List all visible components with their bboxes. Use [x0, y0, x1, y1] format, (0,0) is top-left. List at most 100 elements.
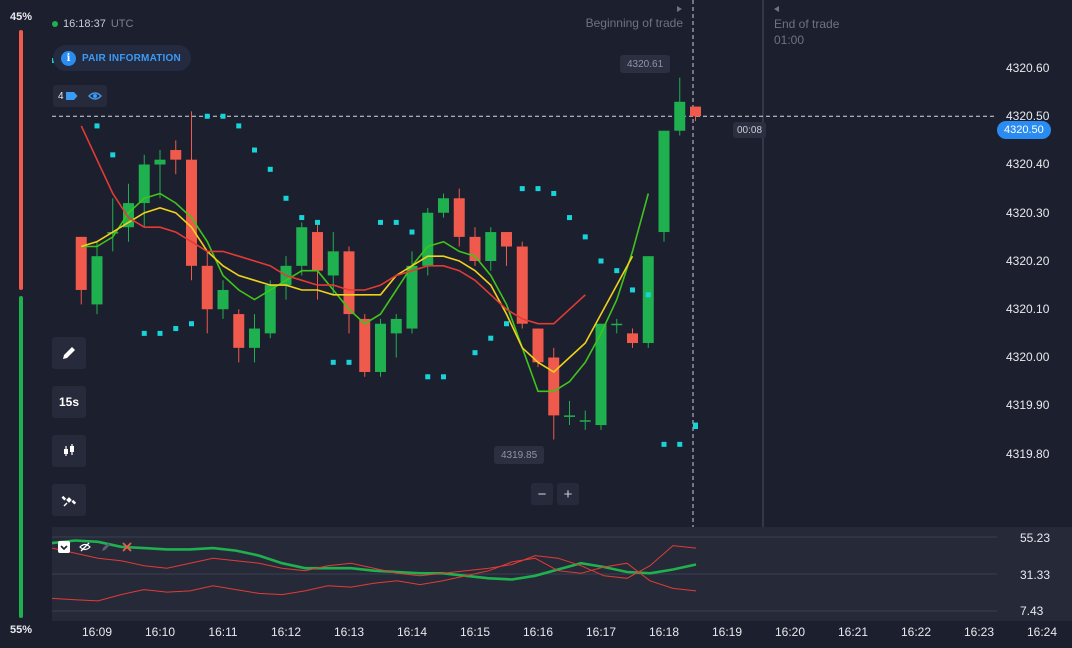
hide-icon[interactable] [78, 540, 91, 553]
candle-body [406, 265, 418, 329]
end-of-trade-time: 01:00 [774, 33, 805, 47]
sar-dot [204, 113, 210, 119]
candle-body [579, 420, 591, 422]
x-tick: 16:18 [648, 625, 680, 639]
candle-timer-tag: 00:08 [733, 122, 767, 138]
oscillator-line [51, 539, 697, 581]
candle-body [469, 236, 481, 261]
candle-body [138, 164, 150, 204]
candle-body [674, 101, 686, 131]
sar-dot [378, 219, 383, 225]
sar-dot [236, 123, 242, 129]
buy-percentage: 55% [10, 624, 33, 636]
x-tick: 16:17 [585, 625, 617, 639]
y-tick: 4319.80 [1006, 447, 1050, 461]
candle-body [516, 246, 528, 324]
sar-dot [409, 229, 415, 235]
zoom-out-button[interactable]: − [531, 483, 553, 505]
candle-body [501, 232, 512, 247]
beginning-of-trade-text: Beginning of trade [585, 16, 683, 30]
candle-body [595, 323, 607, 426]
pair-information-label: PAIR INFORMATION [82, 52, 181, 64]
sar-dot [441, 374, 446, 380]
oscillator-chart [51, 536, 997, 612]
sar-dot [677, 441, 683, 447]
candle-body [658, 130, 670, 233]
oscillator-tick: 7.43 [1020, 604, 1044, 618]
sar-dot [504, 321, 509, 327]
oscillator-line [51, 545, 697, 579]
moving-average-line [81, 192, 650, 393]
candle-body [249, 328, 260, 348]
indicators-chip[interactable]: 4 [53, 85, 107, 107]
candle-body [453, 198, 465, 237]
remove-icon[interactable] [120, 540, 133, 553]
moving-average-line [81, 207, 634, 373]
candle-body [548, 357, 560, 416]
current-price-tag: 4320.50 [997, 121, 1051, 139]
x-tick: 16:16 [522, 625, 554, 639]
x-tick: 16:15 [459, 625, 491, 639]
sar-dot [614, 268, 620, 274]
edit-icon[interactable] [99, 540, 112, 553]
sar-dot [630, 287, 635, 293]
beginning-arrow-icon [677, 6, 682, 12]
y-tick: 4320.50 [1006, 109, 1050, 123]
x-tick: 16:22 [900, 625, 932, 639]
x-tick: 16:24 [1026, 625, 1058, 639]
pair-information-button[interactable]: i PAIR INFORMATION [53, 45, 191, 71]
info-icon: i [61, 50, 76, 66]
sar-dot [519, 186, 525, 192]
chart-type-button[interactable] [52, 435, 86, 467]
candle-body [690, 106, 701, 117]
candle-body [611, 323, 623, 326]
sar-dot [693, 424, 698, 429]
y-tick: 4320.60 [1006, 61, 1050, 75]
live-dot-icon [52, 21, 58, 27]
y-tick: 4320.30 [1006, 206, 1050, 220]
collapse-icon[interactable] [57, 540, 70, 553]
sar-dot [299, 215, 305, 221]
timeframe-label: 15s [58, 395, 80, 409]
sar-dot [252, 147, 257, 153]
beginning-of-trade-label: Beginning of trade [560, 16, 683, 30]
zoom-in-button[interactable]: + [557, 483, 579, 505]
y-tick: 4320.10 [1006, 302, 1050, 316]
candle-body [312, 232, 323, 271]
end-arrow-icon [774, 6, 779, 12]
y-tick: 4320.20 [1006, 254, 1050, 268]
buy-sentiment-bar [19, 296, 23, 618]
candle-body [186, 159, 197, 266]
sar-dot [535, 186, 541, 192]
candle-body [75, 236, 87, 290]
sar-dot [157, 330, 163, 336]
sar-dot [582, 234, 588, 240]
timeframe-button[interactable]: 15s [52, 386, 86, 418]
sar-dot [598, 258, 604, 264]
candle-body [201, 265, 213, 310]
indicators-button[interactable] [52, 484, 86, 516]
sar-dot [141, 330, 147, 336]
server-clock: 16:18:37 UTC [52, 18, 133, 30]
sar-dot [567, 215, 572, 221]
candle-body [123, 203, 134, 228]
pencil-icon [63, 347, 75, 359]
sar-dot [551, 190, 557, 196]
sar-dot [330, 359, 336, 365]
end-of-trade-text: End of trade [774, 17, 840, 31]
sar-dot [315, 219, 320, 225]
sar-dot [661, 441, 667, 447]
x-tick: 16:09 [81, 625, 113, 639]
x-tick: 16:11 [208, 625, 238, 639]
candle-body [564, 415, 575, 417]
candle-body [642, 256, 654, 344]
eye-icon[interactable] [87, 89, 102, 103]
sar-dot [189, 321, 194, 327]
candle-body [233, 314, 245, 348]
sell-sentiment-bar [19, 30, 23, 290]
indicators-count: 4 [58, 90, 64, 102]
sell-percentage: 45% [10, 11, 33, 23]
sar-dot [645, 292, 651, 298]
draw-tool-button[interactable] [52, 337, 86, 369]
